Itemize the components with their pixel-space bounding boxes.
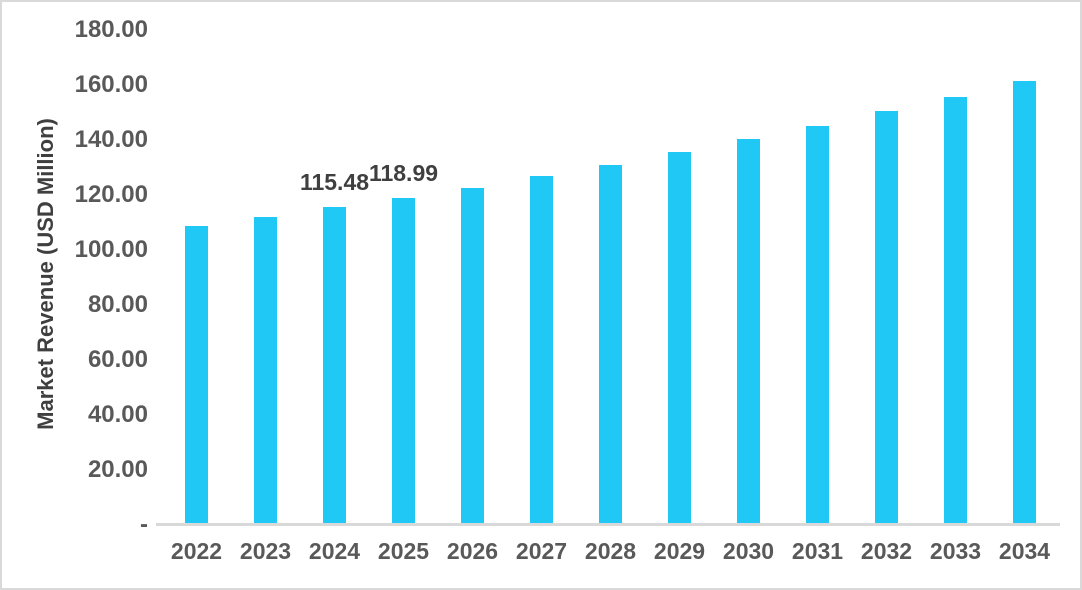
x-tick-2027: 2027: [515, 538, 568, 564]
bar-2028: [599, 164, 622, 525]
x-tick-2030: 2030: [722, 538, 775, 564]
bar-2034: [1013, 81, 1036, 525]
bar-2032: [875, 111, 898, 525]
bar-2031: [806, 125, 829, 525]
y-tick-120: 120.00: [74, 181, 148, 208]
y-tick-80: 80.00: [87, 291, 148, 318]
y-tick-180: 180.00: [74, 16, 148, 43]
x-axis-line: [156, 523, 1060, 526]
y-axis-title: Market Revenue (USD Million): [33, 118, 58, 430]
data-label-2024: 115.48: [299, 169, 370, 196]
data-label-2025: 118.99: [368, 159, 439, 186]
x-tick-2032: 2032: [860, 538, 913, 564]
bar-2026: [461, 187, 484, 525]
bar-2030: [737, 139, 760, 525]
bar-2029: [668, 152, 691, 525]
y-tick-100: 100.00: [74, 236, 148, 263]
x-tick-2023: 2023: [239, 538, 292, 564]
x-tick-2026: 2026: [446, 538, 499, 564]
bar-2024: [323, 207, 346, 525]
bar-2033: [944, 96, 967, 525]
x-tick-2025: 2025: [377, 538, 430, 564]
x-tick-2029: 2029: [653, 538, 706, 564]
bar-2023: [254, 216, 277, 525]
x-tick-2024: 2024: [308, 538, 361, 564]
bar-2025: [392, 197, 415, 525]
x-tick-2034: 2034: [998, 538, 1051, 564]
y-tick-60: 60.00: [87, 346, 148, 373]
bar-2022: [185, 226, 208, 525]
bar-2027: [530, 176, 553, 525]
y-tick-0: -: [140, 511, 148, 538]
x-tick-2022: 2022: [170, 538, 223, 564]
y-tick-160: 160.00: [74, 71, 148, 98]
y-tick-20: 20.00: [87, 456, 148, 483]
x-tick-2031: 2031: [791, 538, 844, 564]
x-tick-2033: 2033: [929, 538, 982, 564]
x-tick-2028: 2028: [584, 538, 637, 564]
y-tick-140: 140.00: [74, 126, 148, 153]
y-tick-40: 40.00: [87, 401, 148, 428]
